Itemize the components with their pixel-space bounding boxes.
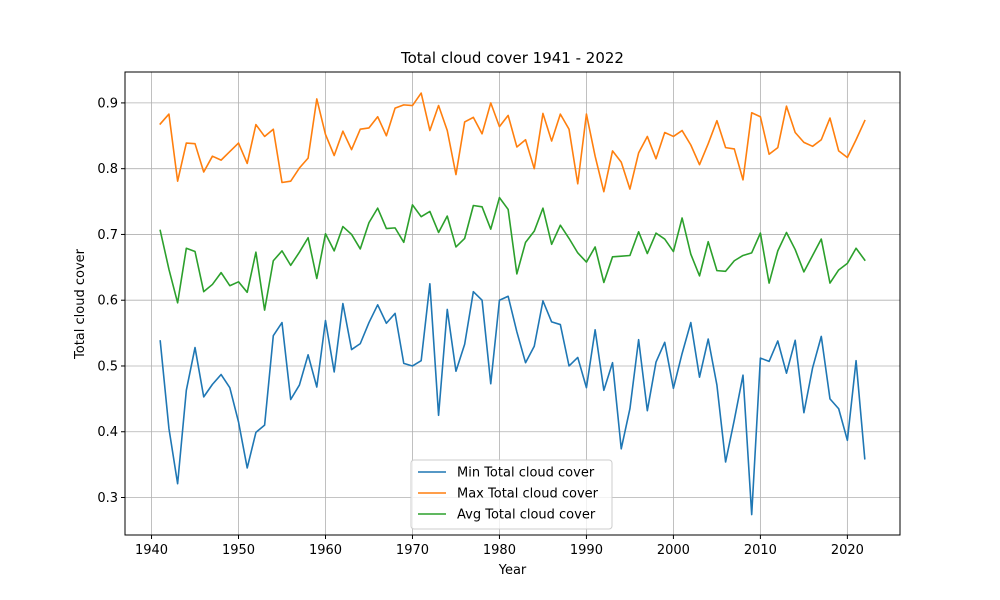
legend-label: Min Total cloud cover [457,466,595,481]
y-tick-label: 0.7 [97,228,118,243]
x-tick-label: 1990 [570,543,603,558]
x-tick-label: 2000 [657,543,690,558]
y-tick-label: 0.5 [97,359,118,374]
y-tick-label: 0.8 [97,162,118,177]
y-tick-label: 0.6 [97,294,118,309]
legend-box [410,459,613,530]
x-tick-label: 1940 [135,543,168,558]
y-axis-title: Total cloud cover [73,248,88,360]
legend-label: Avg Total cloud cover [457,508,596,523]
x-tick-label: 1970 [396,543,429,558]
series-line-1 [159,282,866,516]
x-tick-label: 2010 [744,543,777,558]
x-tick-label: 1980 [483,543,516,558]
x-axis-title: Year [498,563,527,578]
chart-title: Total cloud cover 1941 - 2022 [400,49,624,67]
x-tick-label: 2020 [831,543,864,558]
y-tick-label: 0.9 [97,96,118,111]
legend-label: Max Total cloud cover [457,487,599,502]
x-tick-label: 1960 [309,543,342,558]
axis-ticks: 1940 1950 1960 1970 1980 1990 2000 2010 2020 0.3 0… [97,96,864,558]
legend: Min Total cloud cover Max Total cloud cov… [410,459,613,530]
x-tick-label: 1950 [222,543,255,558]
plot-frame [124,71,901,536]
series-line-3 [159,196,866,311]
series-lines [159,92,866,516]
y-tick-label: 0.4 [97,425,118,440]
series-line-2 [159,92,866,193]
y-tick-label: 0.3 [97,491,118,506]
